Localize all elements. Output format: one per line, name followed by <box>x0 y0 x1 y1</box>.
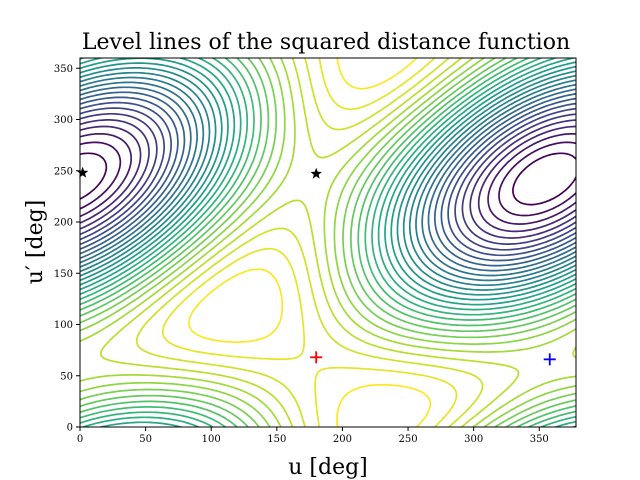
x-tick-label: 150 <box>267 434 286 445</box>
contour-level-line <box>80 141 576 217</box>
contour-level-line <box>80 86 576 272</box>
plus-marker <box>543 353 556 366</box>
y-tick-label: 150 <box>54 269 73 280</box>
contour-level-line <box>80 96 576 262</box>
contour-level-line <box>80 58 576 427</box>
contour-level-line <box>99 58 576 427</box>
contour-level-line <box>80 76 576 282</box>
contour-level-line <box>80 81 576 277</box>
contour-level-line <box>80 152 576 206</box>
x-tick-label: 250 <box>398 434 417 445</box>
y-tick-label: 250 <box>54 166 73 177</box>
contour-level-line <box>80 125 576 233</box>
contour-level-line <box>80 91 576 267</box>
contour-level-line <box>80 119 576 239</box>
y-axis-label: u′ [deg] <box>23 200 48 285</box>
y-tick-label: 100 <box>54 320 73 331</box>
contour-lines <box>80 58 576 427</box>
contour-level-line <box>80 132 576 225</box>
chart-title: Level lines of the squared distance func… <box>82 30 570 55</box>
contour-level-line <box>80 58 576 427</box>
y-tick-label: 50 <box>60 371 73 382</box>
y-tick-label: 0 <box>67 423 73 434</box>
x-tick-label: 350 <box>530 434 549 445</box>
contour-level-line <box>80 62 576 296</box>
contour-level-line <box>80 58 576 301</box>
contour-level-line <box>80 101 576 257</box>
y-axis-ticks: 0 50 100 150 200 250 300 350 <box>54 64 80 434</box>
star-marker <box>76 166 89 178</box>
contour-level-line <box>80 58 576 427</box>
plus-marker <box>310 351 323 364</box>
contour-level-line <box>135 58 484 427</box>
x-tick-label: 300 <box>464 434 483 445</box>
contour-level-line <box>80 58 576 427</box>
y-tick-label: 200 <box>54 218 73 229</box>
x-tick-label: 0 <box>77 434 83 445</box>
markers <box>76 166 556 366</box>
x-axis-ticks: 0 50 100 150 200 250 300 350 <box>77 427 549 445</box>
contour-level-line <box>80 58 576 427</box>
contour-level-line <box>80 71 576 287</box>
x-tick-label: 50 <box>139 434 152 445</box>
contour-level-line <box>80 107 576 251</box>
y-tick-label: 300 <box>54 115 73 126</box>
star-marker <box>310 167 322 179</box>
contour-level-line <box>80 67 576 291</box>
contour-level-line <box>80 112 576 245</box>
contour-level-line <box>80 58 576 427</box>
contour-level-line <box>188 58 432 427</box>
y-tick-label: 350 <box>54 64 73 75</box>
x-axis-label: u [deg] <box>288 455 368 480</box>
x-tick-label: 200 <box>333 434 352 445</box>
x-tick-label: 100 <box>202 434 221 445</box>
plot-frame <box>79 57 577 428</box>
contour-level-line <box>80 58 576 427</box>
contour-level-line <box>161 58 458 427</box>
